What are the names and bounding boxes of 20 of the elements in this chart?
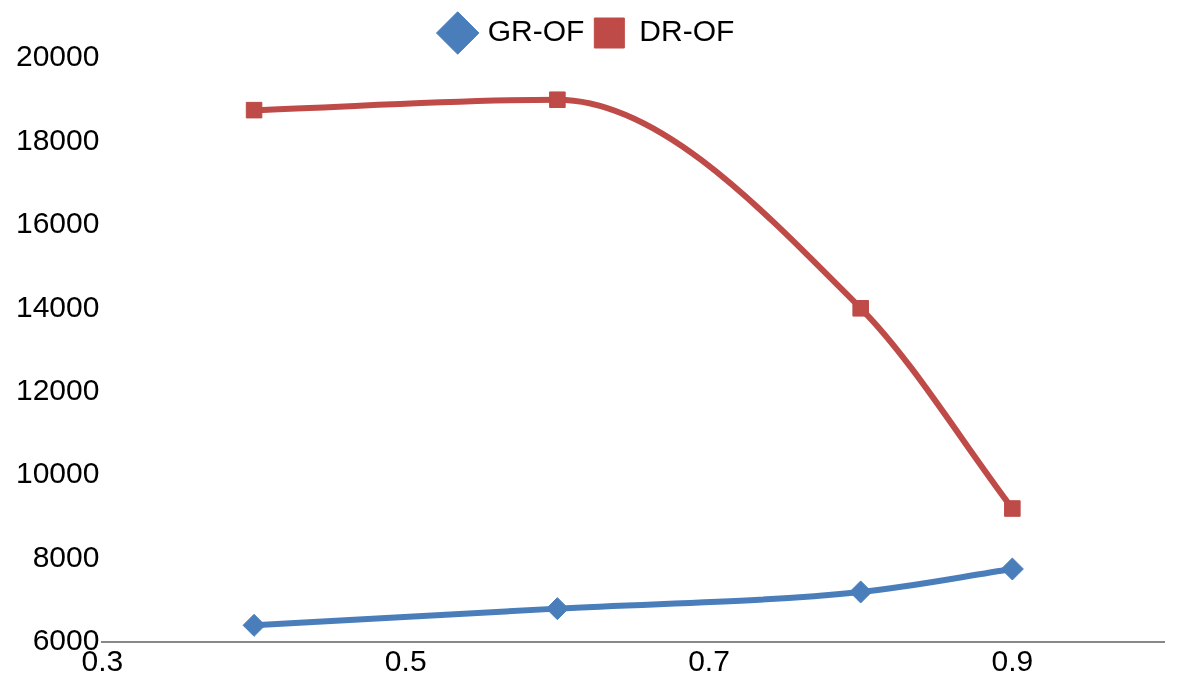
y-tick-label: 20000 [15,39,100,73]
y-tick-label: 10000 [15,456,100,490]
legend-label: GR-OF [487,14,585,48]
point [242,613,266,637]
point [849,580,873,604]
point [1000,557,1024,581]
y-tick-label: 18000 [15,122,100,156]
x-tick-label: 0.7 [688,644,730,678]
y-tick-label: 16000 [15,206,100,240]
point [1004,500,1021,517]
point [549,91,566,108]
y-tick-label: 12000 [15,372,100,406]
x-tick-label: 0.9 [991,644,1034,678]
point [545,597,569,621]
x-tick-label: 0.5 [384,644,427,678]
point [245,101,263,119]
point [852,300,869,317]
y-tick-label: 14000 [15,289,100,323]
legend-label: DR-OF [639,14,735,48]
y-tick-label: 8000 [32,539,100,573]
